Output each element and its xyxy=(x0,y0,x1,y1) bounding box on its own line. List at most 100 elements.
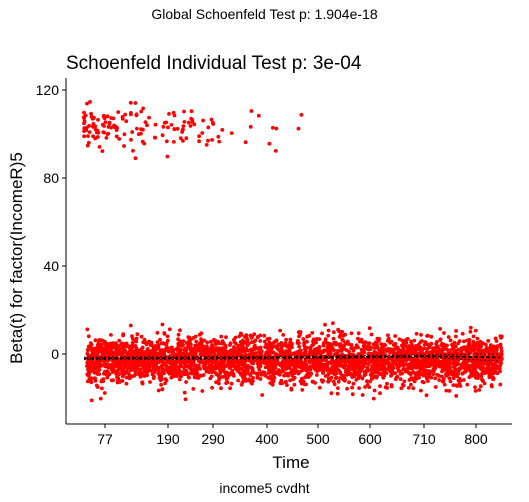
residual-point xyxy=(279,350,283,354)
residual-point xyxy=(429,334,434,339)
residual-point xyxy=(152,375,156,379)
residual-point xyxy=(191,368,196,373)
residual-point xyxy=(236,378,241,383)
residual-point xyxy=(336,368,341,373)
residual-point xyxy=(213,353,218,358)
residual-point xyxy=(120,115,125,119)
residual-point xyxy=(93,136,98,141)
residual-point xyxy=(170,372,175,377)
residual-point xyxy=(118,352,123,356)
residual-point xyxy=(433,349,438,354)
residual-point xyxy=(187,363,192,368)
residual-point xyxy=(85,351,90,356)
residual-point xyxy=(102,371,106,376)
residual-point xyxy=(128,323,133,328)
residual-point xyxy=(145,358,150,362)
residual-point xyxy=(300,388,305,392)
residual-point xyxy=(148,343,153,347)
residual-point xyxy=(360,393,365,397)
residual-point xyxy=(190,352,194,357)
residual-point xyxy=(310,331,315,335)
residual-point xyxy=(249,109,254,113)
residual-point xyxy=(269,342,274,347)
residual-point xyxy=(168,368,173,373)
residual-point xyxy=(427,372,432,376)
residual-point xyxy=(187,338,192,343)
residual-point xyxy=(177,343,182,348)
residual-point xyxy=(407,365,411,370)
residual-point xyxy=(400,338,405,343)
residual-point xyxy=(467,375,472,380)
residual-point xyxy=(227,362,232,367)
residual-point xyxy=(355,362,360,367)
residual-point xyxy=(217,378,221,382)
residual-point xyxy=(364,340,368,345)
residual-point xyxy=(201,373,206,377)
residual-point xyxy=(462,339,466,344)
residual-point xyxy=(397,349,401,354)
residual-point xyxy=(440,374,444,379)
residual-point xyxy=(454,394,459,398)
residual-point xyxy=(483,342,488,347)
residual-point xyxy=(85,143,90,148)
residual-point xyxy=(283,343,287,348)
residual-point xyxy=(211,364,215,369)
residual-point xyxy=(259,350,264,355)
residual-point xyxy=(393,377,398,382)
residual-point xyxy=(178,339,182,344)
residual-point xyxy=(188,366,193,371)
residual-point xyxy=(366,352,371,356)
residual-point xyxy=(245,368,250,373)
residual-point xyxy=(335,342,340,346)
residual-point xyxy=(284,379,288,384)
residual-point xyxy=(298,364,303,368)
residual-point xyxy=(163,381,168,386)
residual-point xyxy=(230,368,235,373)
residual-point xyxy=(345,339,350,344)
residual-point xyxy=(225,376,230,380)
residual-point xyxy=(217,139,222,144)
residual-point xyxy=(182,390,187,395)
residual-point xyxy=(109,333,113,337)
residual-point xyxy=(434,363,439,368)
residual-point xyxy=(351,381,356,386)
residual-point xyxy=(282,365,287,370)
residual-point xyxy=(369,332,374,337)
residual-point xyxy=(102,391,107,395)
residual-point xyxy=(106,131,111,136)
residual-point xyxy=(471,339,476,344)
residual-point xyxy=(463,368,468,373)
residual-point xyxy=(440,369,444,374)
residual-point xyxy=(376,361,381,366)
residual-point xyxy=(269,370,273,375)
residual-point xyxy=(494,339,499,343)
residual-point xyxy=(383,361,388,366)
residual-point xyxy=(338,376,342,380)
residual-point xyxy=(182,109,186,114)
residual-point xyxy=(322,348,327,353)
residual-point xyxy=(210,138,215,142)
residual-point xyxy=(338,362,343,366)
residual-point xyxy=(133,339,138,343)
residual-point xyxy=(199,346,204,351)
residual-point xyxy=(425,362,429,367)
residual-point xyxy=(89,111,93,116)
residual-point xyxy=(293,362,297,367)
residual-point xyxy=(231,374,236,378)
residual-point xyxy=(269,364,274,369)
residual-point xyxy=(263,345,267,349)
residual-point xyxy=(90,359,94,364)
residual-point xyxy=(281,333,286,337)
residual-point xyxy=(141,106,146,111)
trend-lines xyxy=(84,353,501,362)
residual-point xyxy=(441,347,445,351)
residual-point xyxy=(298,357,303,362)
residual-point xyxy=(470,347,474,351)
residual-point xyxy=(89,114,94,119)
residual-point xyxy=(212,360,216,365)
residual-point xyxy=(172,113,177,118)
residual-point xyxy=(437,352,441,356)
residual-point xyxy=(417,360,422,365)
residual-point xyxy=(377,371,382,376)
